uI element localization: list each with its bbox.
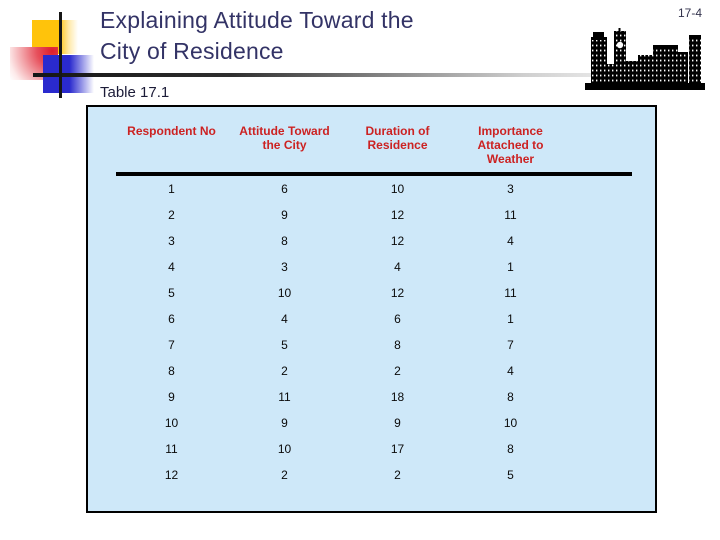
- table-row: 8 2 2 4: [168, 364, 514, 378]
- data-table-panel: Respondent No Attitude Toward the City D…: [86, 105, 657, 513]
- slide-title-line1: Explaining Attitude Toward the: [100, 7, 414, 33]
- table-row: 6 4 6 1: [168, 312, 514, 326]
- column-header-respondent: Respondent No: [127, 124, 216, 138]
- table-row: 12 2 2 5: [164, 468, 514, 482]
- table-row: 2 9 12 11: [168, 208, 517, 222]
- table-row: 3 8 12 4: [168, 234, 514, 248]
- table-row: 1 6 10 3: [168, 182, 514, 196]
- column-header-attitude: Attitude Toward the City: [239, 124, 330, 152]
- table-label: Table 17.1: [100, 84, 170, 101]
- column-header-duration: Duration of Residence: [365, 124, 430, 152]
- table-row: 9 11 18 8: [168, 390, 514, 404]
- decoration-vertical-line: [59, 12, 62, 98]
- table-row: 5 10 12 11: [168, 286, 517, 300]
- table-header-row: Respondent No Attitude Toward the City D…: [88, 107, 655, 166]
- city-skyline-icon: [583, 28, 709, 92]
- header-divider-line: [116, 172, 632, 176]
- slide-page-number: 17-4: [677, 6, 702, 20]
- table-row: 7 5 8 7: [168, 338, 514, 352]
- slide-title-line2: City of Residence: [100, 38, 284, 64]
- slide-title: Explaining Attitude Toward the City of R…: [100, 5, 414, 67]
- table-row: 4 3 4 1: [168, 260, 514, 274]
- table-row: 11 10 17 8: [165, 442, 514, 456]
- table-row: 10 9 9 10: [164, 416, 518, 430]
- title-underline-rule: [33, 73, 688, 77]
- column-header-importance: Importance Attached to Weather: [477, 124, 544, 166]
